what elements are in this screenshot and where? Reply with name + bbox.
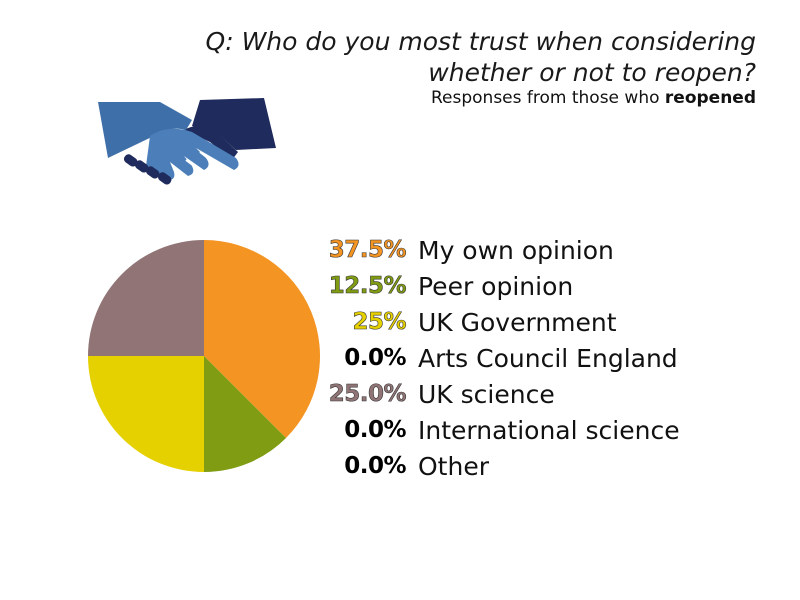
legend-value: 12.5% (328, 273, 406, 300)
legend-row: 0.0% Arts Council England (300, 340, 780, 376)
legend-value: 25.0% (328, 381, 406, 408)
pie-slice-my-own-opinion (204, 240, 320, 439)
question-title: Q: Who do you most trust when considerin… (196, 26, 756, 88)
legend-value: 25% (352, 309, 407, 336)
subtitle-prefix: Responses from those who (430, 88, 665, 108)
pie-slice-uk-science (88, 240, 204, 356)
legend-row: 25% UK Government (300, 304, 780, 340)
legend-row: 0.0% International science (300, 412, 780, 448)
legend-value: 37.5% (328, 237, 406, 264)
legend-label: International science (418, 415, 680, 445)
legend-row: 12.5% Peer opinion (300, 268, 780, 304)
legend-label: Arts Council England (418, 343, 678, 373)
handshake-icon (98, 98, 276, 185)
legend-label: Peer opinion (418, 271, 574, 301)
pie-slice-peer-opinion (204, 356, 287, 472)
legend-row: 25.0% UK science (300, 376, 780, 412)
legend-row: 0.0% Other (300, 448, 780, 484)
subtitle: Responses from those who reopened (196, 88, 756, 108)
question-line-2: whether or not to reopen? (428, 58, 756, 87)
legend-row: 37.5% My own opinion (300, 232, 780, 268)
legend-value: 0.0% (344, 453, 406, 479)
legend: 37.5% My own opinion 12.5% Peer opinion 25% U… (300, 232, 780, 484)
legend-label: UK science (418, 379, 555, 409)
pie-slice-uk-government (88, 356, 204, 472)
legend-label: Other (418, 451, 489, 481)
subtitle-bold: reopened (664, 88, 756, 108)
pie-chart (88, 240, 320, 472)
legend-value: 0.0% (344, 345, 406, 371)
legend-value: 0.0% (344, 417, 406, 443)
question-line-1: Q: Who do you most trust when considerin… (205, 27, 756, 56)
legend-label: My own opinion (418, 235, 614, 265)
legend-label: UK Government (418, 307, 617, 337)
